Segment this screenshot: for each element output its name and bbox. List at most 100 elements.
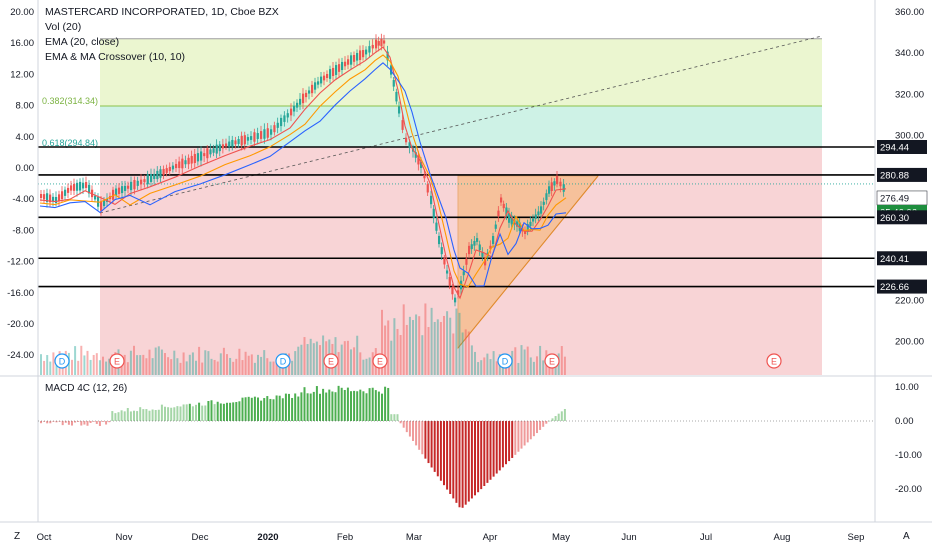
candle <box>218 144 221 152</box>
candle <box>534 214 537 219</box>
timezone-button[interactable]: Z <box>14 531 21 542</box>
volume-bar <box>418 316 421 375</box>
price-tag-label: 276.49 <box>880 193 909 204</box>
event-marker-label: D <box>502 357 509 367</box>
volume-bar <box>536 356 538 375</box>
volume-bar <box>483 357 486 375</box>
macd-axis-tick: 10.00 <box>895 382 919 393</box>
volume-bar <box>235 358 238 375</box>
volume-bar <box>98 360 101 375</box>
macd-legend[interactable]: MACD 4C (12, 26) <box>45 383 128 394</box>
volume-bar <box>46 355 49 375</box>
macd-bar <box>216 401 219 421</box>
candle <box>130 181 133 191</box>
macd-bar <box>167 407 170 421</box>
macd-bar <box>319 393 321 421</box>
volume-bar <box>340 344 343 375</box>
volume-bar <box>136 355 139 375</box>
macd-bar <box>55 421 58 423</box>
macd-bar <box>303 387 306 421</box>
macd-bar <box>71 421 73 426</box>
candle <box>516 221 519 227</box>
macd-bar <box>142 409 145 421</box>
volume-bar <box>495 361 498 375</box>
macd-bar <box>312 391 315 421</box>
volume-bar <box>306 344 309 375</box>
macd-bar <box>387 387 390 421</box>
volume-bar <box>319 345 321 375</box>
candle <box>510 215 513 225</box>
volume-bar <box>241 360 244 375</box>
candle <box>500 197 503 203</box>
volume-bar <box>474 351 476 375</box>
volume-bar <box>315 341 318 375</box>
candle <box>100 201 103 211</box>
macd-bar <box>191 406 194 421</box>
candle <box>200 151 203 161</box>
macd-bar <box>176 406 179 421</box>
auto-scale-button[interactable]: A <box>903 531 910 542</box>
candle <box>314 82 317 90</box>
volume-bar <box>477 362 480 375</box>
left-axis-tick: -8.00 <box>12 225 34 236</box>
macd-bar <box>542 421 545 427</box>
candle <box>435 222 438 231</box>
volume-bar <box>309 338 312 375</box>
volume-bar <box>191 352 194 375</box>
macd-bar <box>250 397 253 421</box>
fib-zone-teal <box>100 106 822 147</box>
macd-bar <box>539 421 542 430</box>
volume-bar <box>83 355 86 375</box>
volume-bar <box>195 360 197 375</box>
macd-bar <box>396 414 399 421</box>
candle <box>392 80 395 87</box>
event-marker-label: E <box>771 357 777 367</box>
candle <box>505 207 508 217</box>
volume-bar <box>269 361 272 375</box>
volume-bar <box>232 361 235 375</box>
candle <box>484 258 487 266</box>
candle <box>323 75 326 81</box>
macd-bar <box>288 393 290 421</box>
candle <box>46 193 49 202</box>
candle <box>70 185 73 191</box>
left-axis-tick: 0.00 <box>16 163 35 174</box>
macd-bar <box>40 421 42 424</box>
macd-bar <box>154 410 157 421</box>
right-axis-tick: 220.00 <box>895 295 924 306</box>
macd-bar <box>480 421 483 490</box>
candle <box>408 142 411 148</box>
event-marker-label: E <box>328 357 334 367</box>
macd-bar <box>350 391 352 421</box>
volume-bar <box>86 350 89 375</box>
macd-bar <box>89 421 92 423</box>
left-axis-tick: 4.00 <box>16 132 35 143</box>
candle <box>296 102 299 108</box>
macd-bar <box>92 421 95 422</box>
time-axis-tick: Jul <box>700 532 712 543</box>
candle <box>55 196 58 204</box>
macd-bar <box>436 421 439 477</box>
candle <box>448 277 451 286</box>
macd-bar <box>455 421 458 503</box>
volume-bar <box>350 349 352 375</box>
price-tag <box>877 140 927 154</box>
candle <box>203 153 206 157</box>
macd-bar <box>281 398 284 421</box>
volume-bar <box>216 361 219 375</box>
volume-bar <box>182 352 185 375</box>
macd-bar <box>443 421 445 486</box>
candle <box>476 238 479 242</box>
candle <box>371 44 374 49</box>
candle <box>478 244 481 251</box>
macd-bar <box>399 421 402 424</box>
volume-bar <box>455 308 458 375</box>
macd-bar <box>495 421 498 474</box>
macd-bar <box>340 387 343 421</box>
candle <box>377 41 380 46</box>
volume-bar <box>108 358 111 375</box>
macd-bar <box>514 421 517 455</box>
candle <box>454 297 457 303</box>
volume-bar <box>560 346 563 375</box>
